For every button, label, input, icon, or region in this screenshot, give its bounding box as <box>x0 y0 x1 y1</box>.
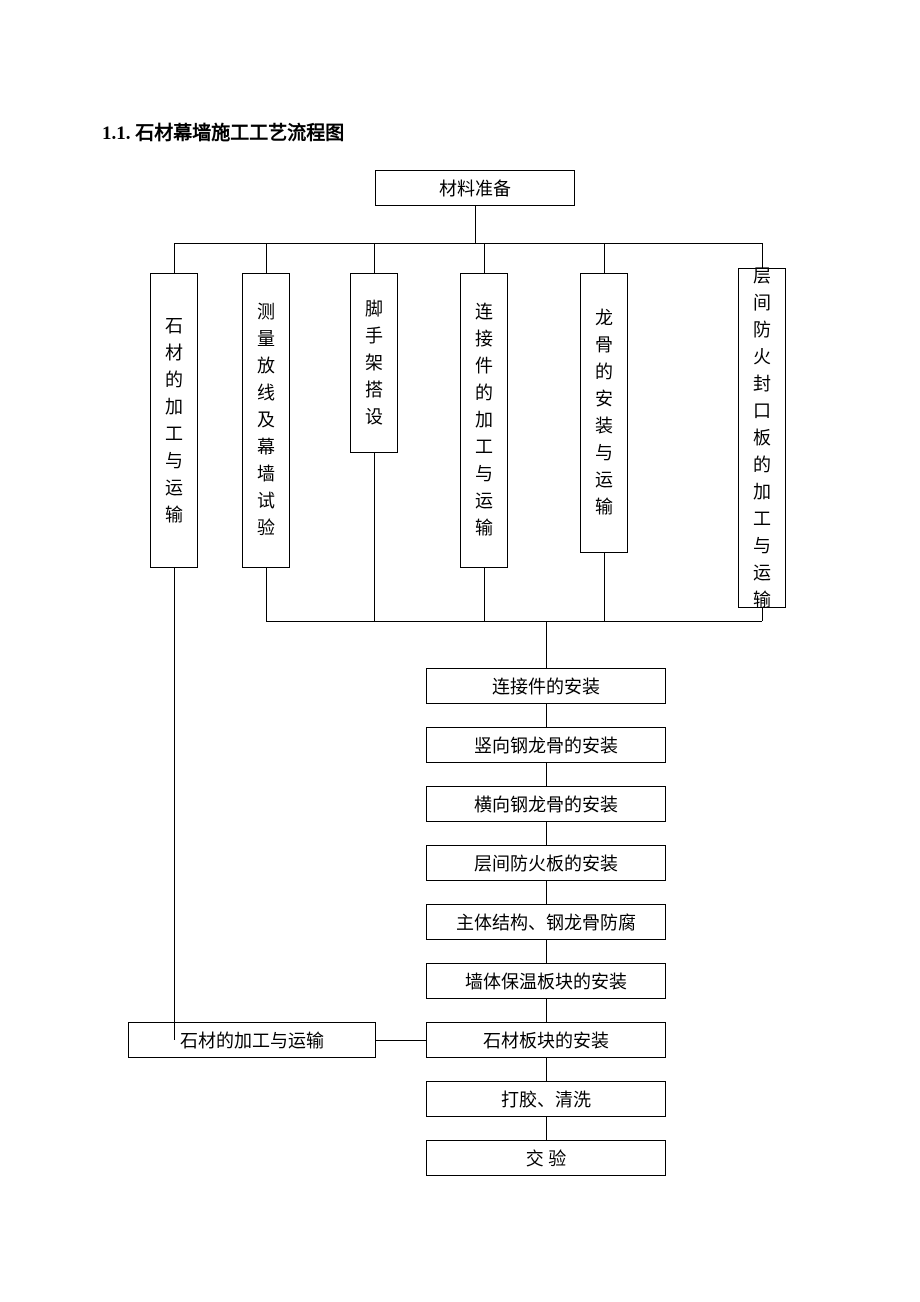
seq-3: 层间防火板的安装 <box>426 845 666 881</box>
branch-5: 层间防火封口板的加工与运输 <box>738 268 786 608</box>
branch-4: 龙骨的安装与运输 <box>580 273 628 553</box>
seq-4: 主体结构、钢龙骨防腐 <box>426 904 666 940</box>
seq-8: 交 验 <box>426 1140 666 1176</box>
node-top: 材料准备 <box>375 170 575 206</box>
branch-1: 测量放线及幕墙试验 <box>242 273 290 568</box>
page-title: 1.1. 石材幕墙施工工艺流程图 <box>102 118 344 145</box>
seq-7: 打胶、清洗 <box>426 1081 666 1117</box>
branch-2: 脚手架搭设 <box>350 273 398 453</box>
branch-3: 连接件的加工与运输 <box>460 273 508 568</box>
seq-2: 横向钢龙骨的安装 <box>426 786 666 822</box>
seq-1: 竖向钢龙骨的安装 <box>426 727 666 763</box>
branch-0: 石材的加工与运输 <box>150 273 198 568</box>
seq-5: 墙体保温板块的安装 <box>426 963 666 999</box>
seq-6: 石材板块的安装 <box>426 1022 666 1058</box>
seq-0: 连接件的安装 <box>426 668 666 704</box>
side-node: 石材的加工与运输 <box>128 1022 376 1058</box>
page: 1.1. 石材幕墙施工工艺流程图 材料准备 石材的加工与运输 测量放线及幕墙试验… <box>0 0 920 1302</box>
